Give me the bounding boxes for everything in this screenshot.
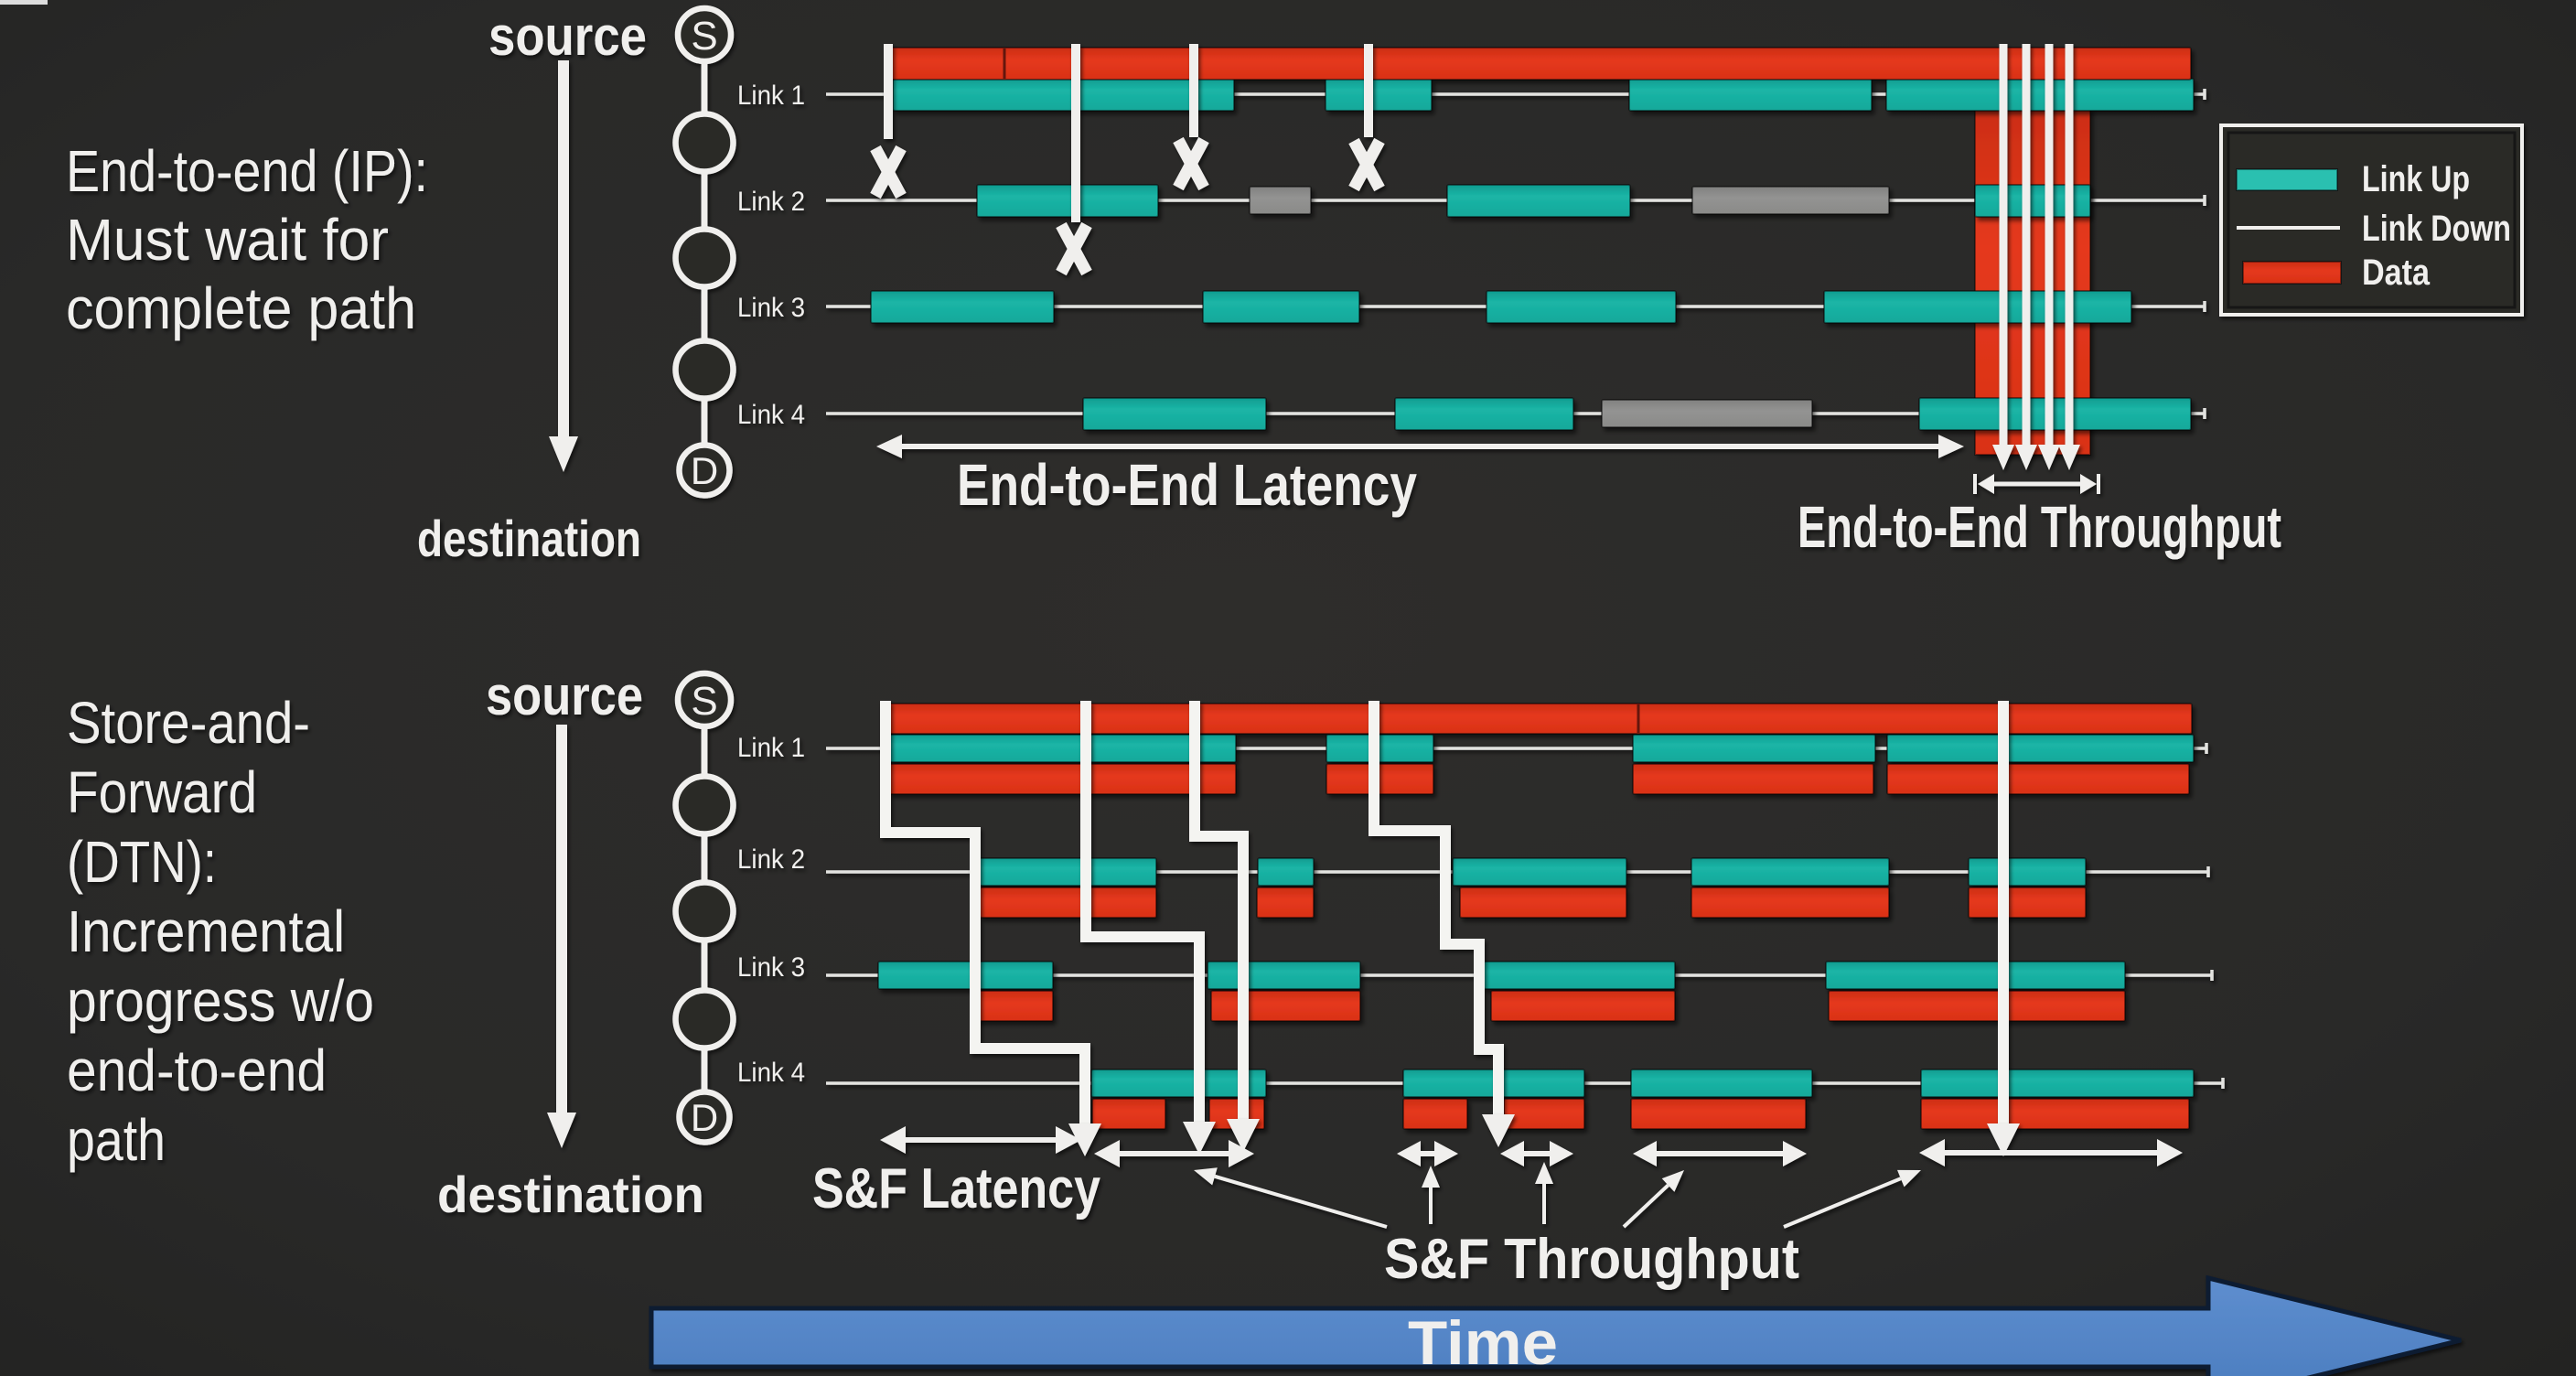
svg-text:path: path — [67, 1107, 166, 1173]
svg-text:End-to-End Throughput: End-to-End Throughput — [1798, 494, 2281, 560]
svg-text:Link 2: Link 2 — [737, 844, 805, 875]
svg-text:Link 2: Link 2 — [737, 187, 805, 217]
svg-text:Must wait for: Must wait for — [66, 207, 389, 273]
svg-text:Forward: Forward — [67, 759, 257, 825]
svg-text:progress w/o: progress w/o — [67, 968, 374, 1034]
svg-text:destination: destination — [437, 1166, 704, 1223]
svg-text:S: S — [691, 14, 717, 59]
svg-text:Link Down: Link Down — [2362, 209, 2511, 249]
svg-text:Store-and-: Store-and- — [67, 690, 310, 756]
svg-text:End-to-end (IP):: End-to-end (IP): — [66, 138, 428, 204]
svg-text:source: source — [488, 5, 647, 67]
svg-text:destination: destination — [417, 510, 641, 567]
svg-text:Link 4: Link 4 — [737, 400, 805, 430]
svg-text:End-to-End Latency: End-to-End Latency — [957, 452, 1417, 518]
svg-text:Link 1: Link 1 — [737, 81, 805, 111]
svg-text:S: S — [691, 679, 717, 724]
svg-text:D: D — [691, 1096, 718, 1139]
svg-text:Link 3: Link 3 — [737, 293, 805, 323]
svg-text:complete path: complete path — [66, 275, 416, 341]
svg-text:Time: Time — [1408, 1308, 1558, 1376]
svg-text:Incremental: Incremental — [67, 898, 345, 964]
svg-text:Link 3: Link 3 — [737, 952, 805, 983]
svg-text:source: source — [486, 665, 643, 726]
svg-text:(DTN):: (DTN): — [67, 829, 217, 895]
svg-text:S&F Latency: S&F Latency — [812, 1157, 1100, 1220]
svg-text:end-to-end: end-to-end — [67, 1037, 327, 1103]
svg-text:Link 4: Link 4 — [737, 1058, 805, 1088]
svg-text:S&F Throughput: S&F Throughput — [1384, 1228, 1799, 1291]
svg-text:Link 1: Link 1 — [737, 733, 805, 763]
svg-text:Data: Data — [2362, 253, 2431, 293]
svg-text:Link Up: Link Up — [2362, 159, 2470, 199]
svg-text:D: D — [691, 449, 718, 492]
